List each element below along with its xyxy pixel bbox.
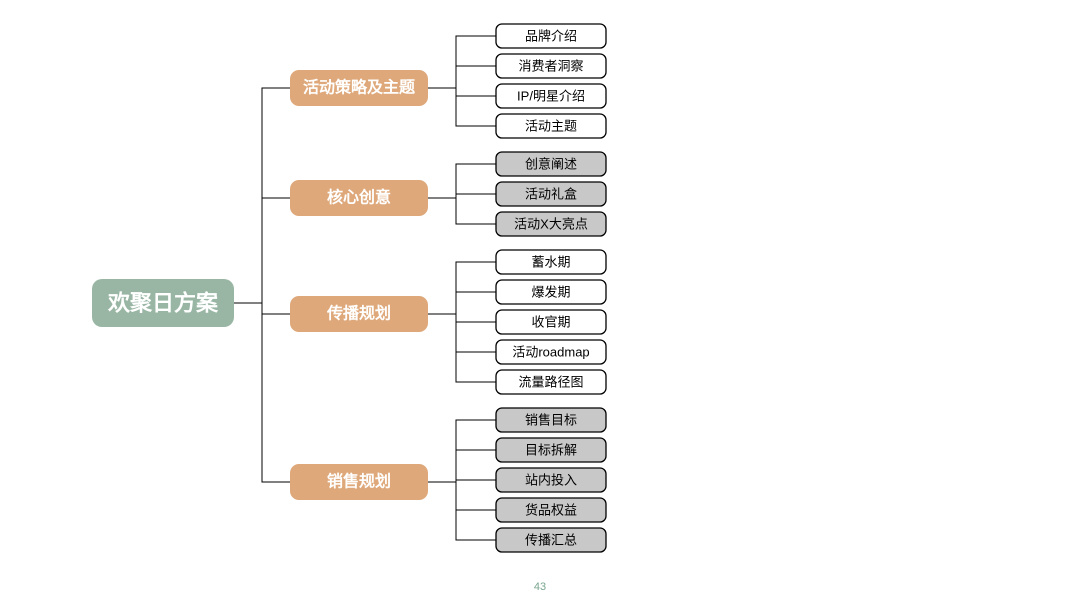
svg-text:活动X大亮点: 活动X大亮点 <box>514 217 588 232</box>
branch-node-0: 活动策略及主题 <box>290 70 428 106</box>
leaf-node-0-3: 活动主题 <box>496 114 606 138</box>
svg-text:活动策略及主题: 活动策略及主题 <box>303 78 416 97</box>
leaf-node-1-0: 创意阐述 <box>496 152 606 176</box>
leaf-node-1-1: 活动礼盒 <box>496 182 606 206</box>
svg-text:传播规划: 传播规划 <box>326 304 391 323</box>
mindmap-diagram: 欢聚日方案 活动策略及主题核心创意传播规划销售规划 品牌介绍消费者洞察 IP/明星介绍… <box>0 0 1080 604</box>
svg-text:爆发期: 爆发期 <box>531 285 570 300</box>
svg-text:站内投入: 站内投入 <box>525 473 577 488</box>
leaf-node-3-2: 站内投入 <box>496 468 606 492</box>
leaf-node-3-3: 货品权益 <box>496 498 606 522</box>
svg-text:货品权益: 货品权益 <box>525 503 577 518</box>
svg-text:蓄水期: 蓄水期 <box>531 255 570 270</box>
branch-node-3: 销售规划 <box>290 464 428 500</box>
leaf-node-2-2: 收官期 <box>496 310 606 334</box>
branch-node-2: 传播规划 <box>290 296 428 332</box>
leaf-node-3-4: 传播汇总 <box>496 528 606 552</box>
leaf-node-0-0: 品牌介绍 <box>496 24 606 48</box>
svg-text:传播汇总: 传播汇总 <box>525 533 577 548</box>
leaf-node-3-1: 目标拆解 <box>496 438 606 462</box>
leaf-node-2-0: 蓄水期 <box>496 250 606 274</box>
leaf-node-1-2: 活动X大亮点 <box>496 212 606 236</box>
svg-text:收官期: 收官期 <box>531 315 570 330</box>
svg-text:销售目标: 销售目标 <box>525 413 577 428</box>
leaf-node-2-1: 爆发期 <box>496 280 606 304</box>
svg-text:活动roadmap: 活动roadmap <box>512 345 589 360</box>
svg-text:创意阐述: 创意阐述 <box>525 157 577 172</box>
leaf-node-2-3: 活动roadmap <box>496 340 606 364</box>
svg-text:流量路径图: 流量路径图 <box>518 375 583 390</box>
svg-text:活动主题: 活动主题 <box>525 119 577 134</box>
leaf-node-0-2: IP/明星介绍 <box>496 84 606 108</box>
svg-text:欢聚日方案: 欢聚日方案 <box>107 291 219 316</box>
svg-text:消费者洞察: 消费者洞察 <box>518 59 583 74</box>
svg-text:销售规划: 销售规划 <box>327 472 391 491</box>
svg-text:活动礼盒: 活动礼盒 <box>525 187 577 202</box>
branch-node-1: 核心创意 <box>290 180 428 216</box>
root-node: 欢聚日方案 <box>92 279 234 327</box>
svg-text:品牌介绍: 品牌介绍 <box>525 29 577 44</box>
leaf-node-3-0: 销售目标 <box>496 408 606 432</box>
svg-text:目标拆解: 目标拆解 <box>525 443 577 458</box>
leaf-node-0-1: 消费者洞察 <box>496 54 606 78</box>
page-number: 43 <box>534 581 546 593</box>
svg-text:IP/明星介绍: IP/明星介绍 <box>517 89 585 104</box>
svg-text:核心创意: 核心创意 <box>327 188 391 207</box>
leaf-node-2-4: 流量路径图 <box>496 370 606 394</box>
